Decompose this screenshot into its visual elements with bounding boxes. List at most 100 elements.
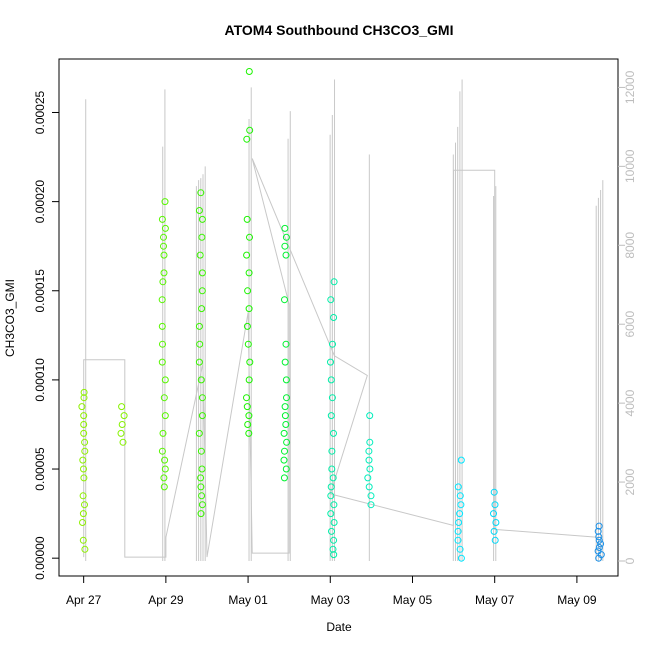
data-point bbox=[329, 340, 336, 348]
data-point bbox=[456, 510, 464, 518]
data-point bbox=[281, 296, 288, 304]
data-point bbox=[159, 278, 167, 286]
x-axis-label: Date bbox=[326, 620, 352, 634]
data-point bbox=[79, 456, 87, 464]
data-point bbox=[198, 233, 206, 241]
data-point bbox=[280, 429, 288, 437]
data-point bbox=[365, 483, 373, 491]
x-tick-label: Apr 29 bbox=[148, 593, 184, 607]
data-point bbox=[281, 224, 289, 232]
data-point bbox=[243, 394, 250, 402]
data-point bbox=[160, 269, 168, 277]
y2-tick-label: 8000 bbox=[623, 232, 637, 259]
data-point bbox=[281, 242, 289, 250]
data-point bbox=[328, 447, 336, 455]
data-point bbox=[457, 501, 465, 509]
data-point bbox=[327, 492, 335, 500]
data-point bbox=[243, 322, 251, 330]
data-point bbox=[80, 388, 88, 396]
data-point bbox=[243, 251, 251, 259]
data-point bbox=[198, 305, 206, 313]
data-point bbox=[120, 412, 128, 420]
data-point bbox=[491, 501, 499, 509]
data-point bbox=[283, 438, 291, 446]
data-point bbox=[366, 438, 374, 446]
data-point bbox=[367, 492, 375, 500]
data-point bbox=[198, 465, 206, 473]
data-point bbox=[457, 554, 465, 562]
data-point bbox=[198, 269, 206, 277]
data-point bbox=[243, 215, 251, 223]
y-tick-label: 0.00020 bbox=[33, 180, 47, 224]
data-point bbox=[197, 189, 205, 197]
data-point bbox=[195, 429, 203, 437]
data-point bbox=[330, 314, 338, 321]
data-point bbox=[161, 412, 169, 420]
data-point bbox=[281, 403, 289, 411]
data-point bbox=[456, 545, 464, 553]
data-point bbox=[367, 501, 375, 509]
data-point bbox=[245, 269, 253, 277]
data-point bbox=[329, 545, 337, 553]
y-tick-label: 0.00000 bbox=[33, 536, 47, 580]
data-point bbox=[597, 540, 605, 548]
data-point bbox=[197, 510, 205, 518]
data-point bbox=[196, 340, 204, 348]
data-point bbox=[81, 545, 89, 553]
data-point bbox=[80, 421, 88, 428]
data-point bbox=[81, 447, 89, 455]
data-point bbox=[159, 429, 167, 437]
y-tick-label: 0.00025 bbox=[33, 90, 47, 134]
data-point bbox=[198, 492, 206, 500]
data-point bbox=[158, 296, 166, 304]
data-point bbox=[595, 544, 603, 551]
data-point bbox=[80, 474, 88, 482]
data-point bbox=[245, 68, 253, 75]
data-point bbox=[161, 376, 169, 384]
data-point bbox=[280, 456, 288, 464]
x-axis: Apr 27 Apr 29 May 01 May 03 May 05 May 07 May … bbox=[66, 575, 597, 607]
y-tick-label: 0.00015 bbox=[33, 269, 47, 313]
data-point bbox=[81, 501, 88, 509]
data-point bbox=[160, 483, 168, 491]
data-point bbox=[282, 465, 290, 473]
data-point bbox=[246, 126, 254, 134]
data-point bbox=[198, 501, 206, 509]
data-point bbox=[280, 474, 288, 482]
chart-title: ATOM4 Southbound CH3CO3_GMI bbox=[225, 22, 454, 38]
data-point bbox=[160, 233, 167, 241]
data-point bbox=[243, 403, 251, 411]
data-point bbox=[328, 394, 336, 402]
data-point bbox=[197, 447, 205, 455]
y2-tick-label: 12000 bbox=[623, 70, 637, 104]
x-tick-label: May 07 bbox=[475, 593, 515, 607]
data-point bbox=[198, 412, 206, 420]
y-tick-label: 0.00005 bbox=[33, 447, 47, 491]
data-point bbox=[330, 429, 337, 437]
data-point bbox=[158, 322, 166, 330]
data-points-layer bbox=[78, 68, 605, 562]
data-point bbox=[79, 519, 86, 526]
data-point bbox=[118, 421, 126, 428]
data-point bbox=[330, 278, 338, 286]
y-axis-right: 0 2000 4000 6000 8000 10000 12000 bbox=[618, 70, 637, 564]
data-point bbox=[454, 536, 462, 544]
data-point bbox=[490, 527, 498, 535]
y2-tick-label: 0 bbox=[623, 557, 637, 564]
y2-tick-label: 4000 bbox=[623, 389, 637, 416]
data-point bbox=[281, 447, 288, 455]
data-point bbox=[197, 376, 205, 384]
plot-frame bbox=[58, 58, 619, 577]
data-point bbox=[79, 510, 87, 518]
data-point bbox=[81, 438, 89, 446]
data-point bbox=[158, 358, 166, 366]
data-point bbox=[328, 527, 335, 535]
data-point bbox=[160, 251, 168, 259]
data-point bbox=[195, 322, 203, 330]
data-point bbox=[366, 465, 374, 473]
data-point bbox=[243, 135, 251, 143]
data-point bbox=[119, 438, 127, 446]
data-point bbox=[198, 215, 206, 223]
y-axis-label: CH3CO3_GMI bbox=[3, 279, 17, 357]
x-tick-label: May 05 bbox=[393, 593, 433, 607]
